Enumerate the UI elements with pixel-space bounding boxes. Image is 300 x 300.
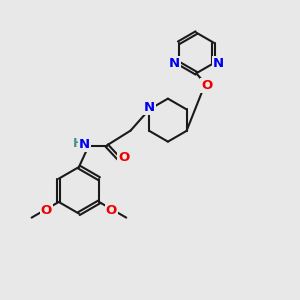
Text: N: N — [213, 57, 224, 70]
Text: O: O — [201, 79, 212, 92]
Text: O: O — [118, 151, 129, 164]
Text: O: O — [106, 203, 117, 217]
Text: N: N — [144, 101, 155, 114]
Text: N: N — [168, 57, 179, 70]
Text: N: N — [79, 138, 90, 151]
Text: H: H — [73, 136, 83, 150]
Text: O: O — [41, 203, 52, 217]
